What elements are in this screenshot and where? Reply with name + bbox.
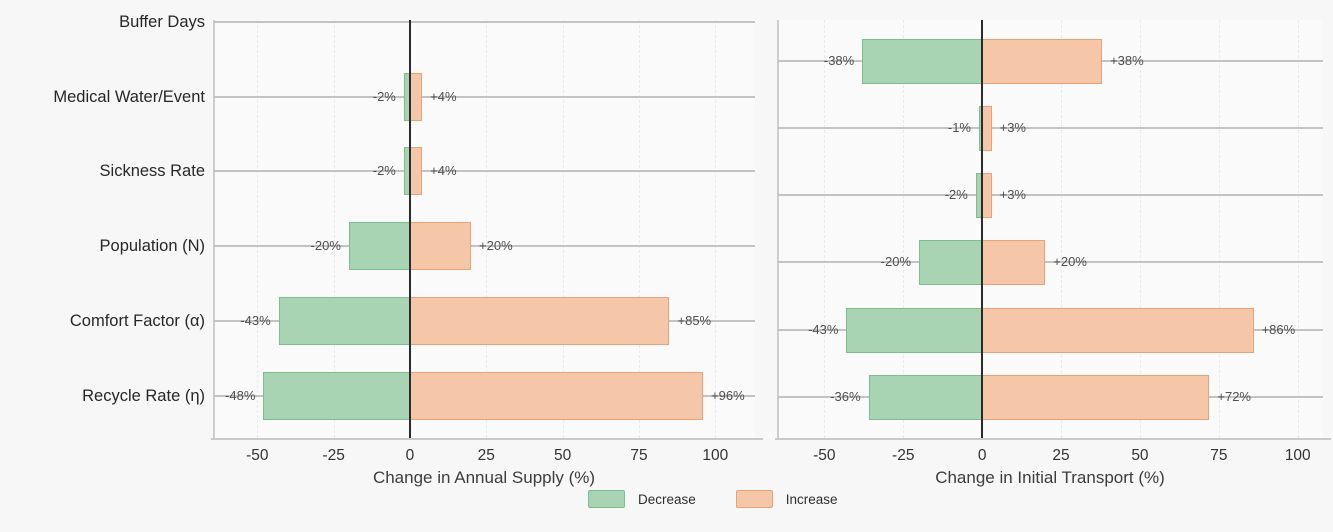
y-category-label: Buffer Days: [119, 13, 205, 31]
x-gridline: [486, 20, 488, 438]
bar-value-label: -43%: [808, 322, 839, 337]
x-gridline: [1218, 20, 1220, 438]
bar-decrease: [846, 307, 983, 353]
bar-value-label: +20%: [1053, 254, 1087, 269]
bar-value-label: +3%: [999, 187, 1026, 202]
x-gridline: [903, 20, 905, 438]
x-gridline: [257, 20, 259, 438]
y-category-label: Sickness Rate: [99, 162, 205, 180]
legend-swatch-decrease: [588, 490, 625, 508]
bar-value-label: -36%: [830, 389, 861, 404]
x-gridline: [638, 20, 640, 438]
x-tick-label: 0: [405, 447, 415, 464]
panel-initial-transport: -50 -25 0 25 50 75 100 -38% +38% -1% +3% -2% +3% -20%…: [775, 20, 1331, 464]
bar-value-label: -43%: [240, 313, 271, 328]
x-axis-title-initial-transport: Change in Initial Transport (%): [935, 468, 1165, 487]
bar-increase: [982, 172, 992, 218]
bar-value-label: -2%: [944, 187, 968, 202]
bar-increase: [409, 73, 423, 121]
bar-value-label: +4%: [430, 89, 457, 104]
bar-decrease: [263, 372, 410, 420]
x-tick-label: 0: [977, 447, 987, 464]
x-axis-spine: [775, 438, 1331, 440]
legend-label-increase: Increase: [785, 491, 838, 507]
y-category-label: Population (N): [99, 237, 205, 255]
x-tick-label: 100: [1284, 447, 1311, 464]
legend-swatch-increase: [735, 490, 773, 508]
bar-value-label: +72%: [1217, 389, 1251, 404]
bar-value-label: +96%: [711, 388, 745, 403]
category-reference-line: [213, 170, 755, 172]
zero-baseline: [408, 20, 412, 438]
bar-value-label: -20%: [310, 238, 341, 253]
bar-decrease: [868, 374, 983, 420]
x-tick-label: 25: [477, 447, 495, 464]
bar-increase: [982, 38, 1103, 84]
x-axis-title-annual-supply: Change in Annual Supply (%): [372, 468, 596, 487]
x-tick-label: 25: [1052, 447, 1070, 464]
category-reference-line: [213, 96, 755, 98]
bar-value-label: +38%: [1110, 53, 1144, 68]
bar-value-label: +4%: [430, 163, 457, 178]
y-category-label: Recycle Rate (η): [82, 387, 205, 405]
bar-value-label: -2%: [372, 89, 396, 104]
x-tick-label: -25: [892, 447, 915, 464]
category-reference-line: [777, 127, 1323, 129]
bar-increase: [982, 307, 1254, 353]
bar-value-label: +86%: [1261, 322, 1296, 337]
bar-increase: [409, 297, 670, 345]
y-axis-spine: [777, 20, 779, 438]
x-tick-label: 50: [554, 447, 572, 464]
panel-annual-supply: -50 -25 0 25 50 75 100 -2% +4% -2% +4% -20% +20% -43%…: [211, 20, 763, 464]
zero-baseline: [980, 20, 984, 438]
y-category-label: Comfort Factor (α): [69, 312, 205, 330]
bar-increase: [409, 372, 704, 420]
bar-increase: [982, 239, 1046, 285]
x-gridline: [562, 20, 564, 438]
x-tick-label: 75: [630, 447, 648, 464]
bar-decrease: [278, 297, 410, 345]
x-gridline: [715, 20, 717, 438]
bar-value-label: -2%: [372, 163, 396, 178]
bar-value-label: -20%: [880, 254, 912, 269]
y-category-label: Medical Water/Event: [53, 88, 205, 106]
bar-increase: [982, 105, 992, 151]
bar-increase: [409, 222, 471, 270]
bar-value-label: +85%: [677, 313, 712, 328]
x-gridline: [333, 20, 335, 438]
bar-decrease: [348, 222, 410, 270]
category-reference-line: [777, 194, 1323, 196]
x-gridline: [1139, 20, 1141, 438]
x-axis-spine: [211, 438, 763, 440]
bar-value-label: -1%: [947, 120, 971, 135]
bar-decrease: [862, 38, 983, 84]
legend-label-decrease: Decrease: [638, 491, 696, 507]
x-tick-label: 75: [1210, 447, 1228, 464]
bar-value-label: +20%: [479, 238, 513, 253]
x-tick-label: 50: [1131, 447, 1149, 464]
bar-increase: [982, 374, 1210, 420]
x-gridline: [1297, 20, 1299, 438]
x-gridline: [1061, 20, 1063, 438]
category-reference-line: [213, 245, 755, 247]
bar-increase: [409, 147, 423, 195]
category-reference-line: [213, 21, 755, 23]
bar-decrease: [919, 239, 983, 285]
bar-value-label: -38%: [823, 53, 855, 68]
x-tick-label: -50: [813, 447, 836, 464]
y-axis-spine: [213, 20, 215, 438]
category-reference-line: [777, 261, 1323, 263]
bar-value-label: -48%: [225, 388, 256, 403]
x-gridline: [824, 20, 826, 438]
legend: Decrease Increase: [588, 490, 878, 508]
x-tick-label: 100: [702, 447, 729, 464]
x-tick-label: -25: [322, 447, 345, 464]
bar-value-label: +3%: [999, 120, 1026, 135]
x-tick-label: -50: [246, 447, 269, 464]
